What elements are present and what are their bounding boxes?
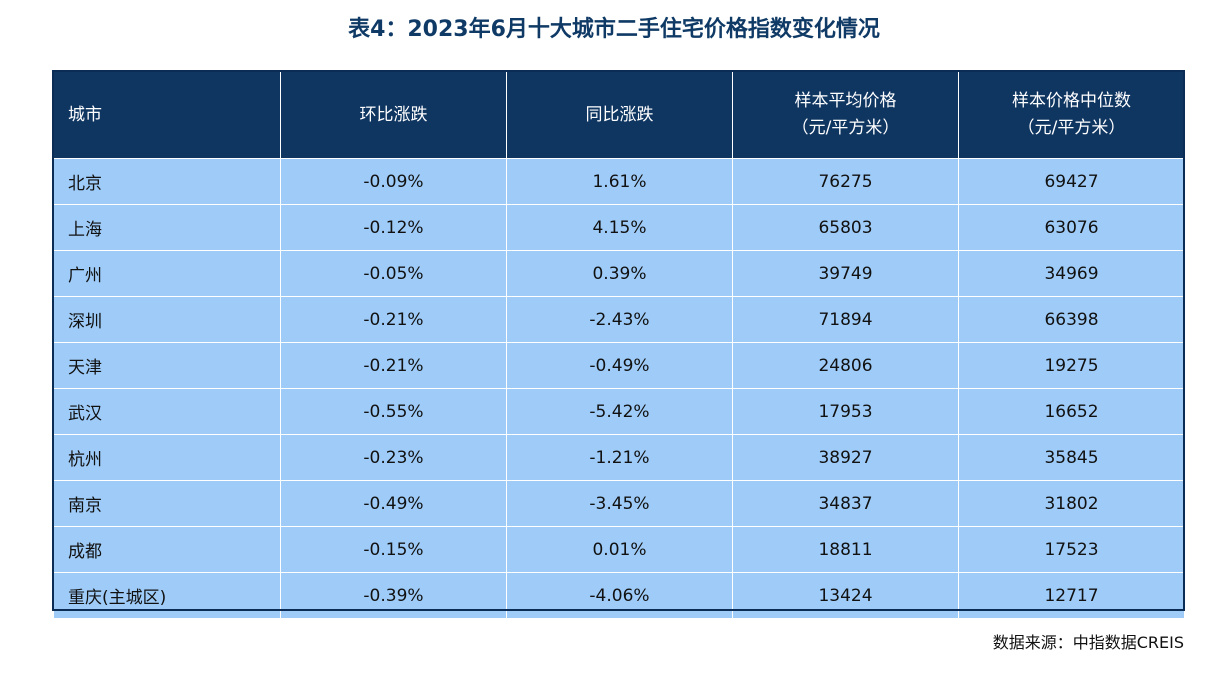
header-label: 城市 [68,104,102,125]
cell-median-price: 17523 [958,526,1185,573]
cell-city: 重庆(主城区) [53,572,281,619]
table-row: 重庆(主城区) -0.39% -4.06% 13424 12717 [53,572,1185,619]
cell-mom-change: -0.55% [280,388,507,435]
cell-avg-price: 65803 [732,204,959,251]
cell-city: 成都 [53,526,281,573]
cell-median-price: 31802 [958,480,1185,527]
header-unit: （元/平方米） [1017,118,1126,138]
table-row: 广州 -0.05% 0.39% 39749 34969 [53,250,1185,297]
cell-mom-change: -0.39% [280,572,507,619]
cell-median-price: 66398 [958,296,1185,343]
column-header-mom-change: 环比涨跌 [280,71,507,159]
table-row: 上海 -0.12% 4.15% 65803 63076 [53,204,1185,251]
cell-mom-change: -0.05% [280,250,507,297]
cell-yoy-change: 0.39% [506,250,733,297]
page-title: 表4：2023年6月十大城市二手住宅价格指数变化情况 [348,17,880,42]
cell-avg-price: 18811 [732,526,959,573]
table-row: 天津 -0.21% -0.49% 24806 19275 [53,342,1185,389]
cell-city: 深圳 [53,296,281,343]
cell-median-price: 16652 [958,388,1185,435]
cell-city: 上海 [53,204,281,251]
cell-city: 南京 [53,480,281,527]
cell-mom-change: -0.15% [280,526,507,573]
cell-avg-price: 13424 [732,572,959,619]
price-index-table: 城市 环比涨跌 同比涨跌 样本平均价格 （元/平方米） 样本价格中位数 （元/平… [53,71,1185,619]
cell-city: 北京 [53,158,281,205]
header-label: 样本平均价格 [794,91,897,111]
table-row: 北京 -0.09% 1.61% 76275 69427 [53,158,1185,205]
column-header-yoy-change: 同比涨跌 [506,71,733,159]
header-label: 环比涨跌 [359,104,428,125]
cell-avg-price: 76275 [732,158,959,205]
cell-avg-price: 34837 [732,480,959,527]
cell-city: 杭州 [53,434,281,481]
cell-mom-change: -0.23% [280,434,507,481]
table-row: 武汉 -0.55% -5.42% 17953 16652 [53,388,1185,435]
cell-avg-price: 24806 [732,342,959,389]
column-header-median-price: 样本价格中位数 （元/平方米） [958,71,1185,159]
cell-yoy-change: -2.43% [506,296,733,343]
cell-avg-price: 17953 [732,388,959,435]
cell-yoy-change: 4.15% [506,204,733,251]
column-header-avg-price: 样本平均价格 （元/平方米） [732,71,959,159]
table-row: 杭州 -0.23% -1.21% 38927 35845 [53,434,1185,481]
table-header-row: 城市 环比涨跌 同比涨跌 样本平均价格 （元/平方米） 样本价格中位数 （元/平… [53,71,1185,159]
cell-mom-change: -0.21% [280,342,507,389]
cell-city: 武汉 [53,388,281,435]
cell-median-price: 19275 [958,342,1185,389]
cell-avg-price: 39749 [732,250,959,297]
cell-yoy-change: -1.21% [506,434,733,481]
cell-yoy-change: -3.45% [506,480,733,527]
header-label: 样本价格中位数 [1012,91,1131,111]
cell-mom-change: -0.12% [280,204,507,251]
cell-yoy-change: -0.49% [506,342,733,389]
table-row: 深圳 -0.21% -2.43% 71894 66398 [53,296,1185,343]
table-row: 南京 -0.49% -3.45% 34837 31802 [53,480,1185,527]
cell-yoy-change: -5.42% [506,388,733,435]
cell-median-price: 63076 [958,204,1185,251]
cell-yoy-change: 0.01% [506,526,733,573]
cell-mom-change: -0.09% [280,158,507,205]
table-row: 成都 -0.15% 0.01% 18811 17523 [53,526,1185,573]
cell-median-price: 35845 [958,434,1185,481]
cell-city: 广州 [53,250,281,297]
cell-median-price: 12717 [958,572,1185,619]
cell-mom-change: -0.49% [280,480,507,527]
cell-avg-price: 71894 [732,296,959,343]
cell-median-price: 34969 [958,250,1185,297]
header-label: 同比涨跌 [585,104,654,125]
cell-median-price: 69427 [958,158,1185,205]
cell-city: 天津 [53,342,281,389]
cell-avg-price: 38927 [732,434,959,481]
header-unit: （元/平方米） [791,118,900,138]
cell-yoy-change: -4.06% [506,572,733,619]
cell-mom-change: -0.21% [280,296,507,343]
cell-yoy-change: 1.61% [506,158,733,205]
column-header-city: 城市 [53,71,281,159]
data-source-note: 数据来源：中指数据CREIS [992,633,1184,652]
